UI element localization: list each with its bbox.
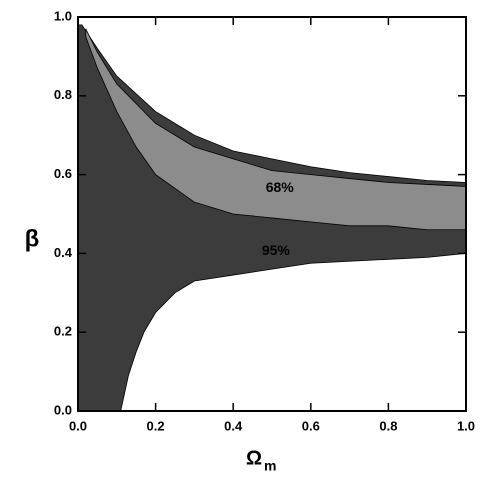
- contour-label: 68%: [266, 179, 295, 195]
- y-tick-label: 1.0: [54, 8, 72, 23]
- contour-region: [85, 28, 467, 231]
- x-tick-label: 0.4: [224, 418, 243, 433]
- x-tick-label: 1.0: [457, 418, 475, 433]
- x-tick-label: 0.0: [69, 418, 87, 433]
- plot-frame: [77, 16, 467, 412]
- y-tick-label: 0.4: [54, 245, 73, 260]
- y-tick-label: 0.8: [54, 87, 72, 102]
- x-axis-label-sub: m: [264, 458, 276, 474]
- y-tick-label: 0.2: [54, 324, 72, 339]
- x-tick-label: 0.8: [379, 418, 397, 433]
- x-tick-label: 0.6: [302, 418, 320, 433]
- contour-label: 95%: [262, 242, 291, 258]
- y-tick-label: 0.6: [54, 166, 72, 181]
- x-tick-label: 0.2: [147, 418, 165, 433]
- y-tick-label: 0.0: [54, 402, 72, 417]
- y-axis-label: β: [25, 225, 40, 252]
- x-axis-label: Ω: [246, 447, 262, 469]
